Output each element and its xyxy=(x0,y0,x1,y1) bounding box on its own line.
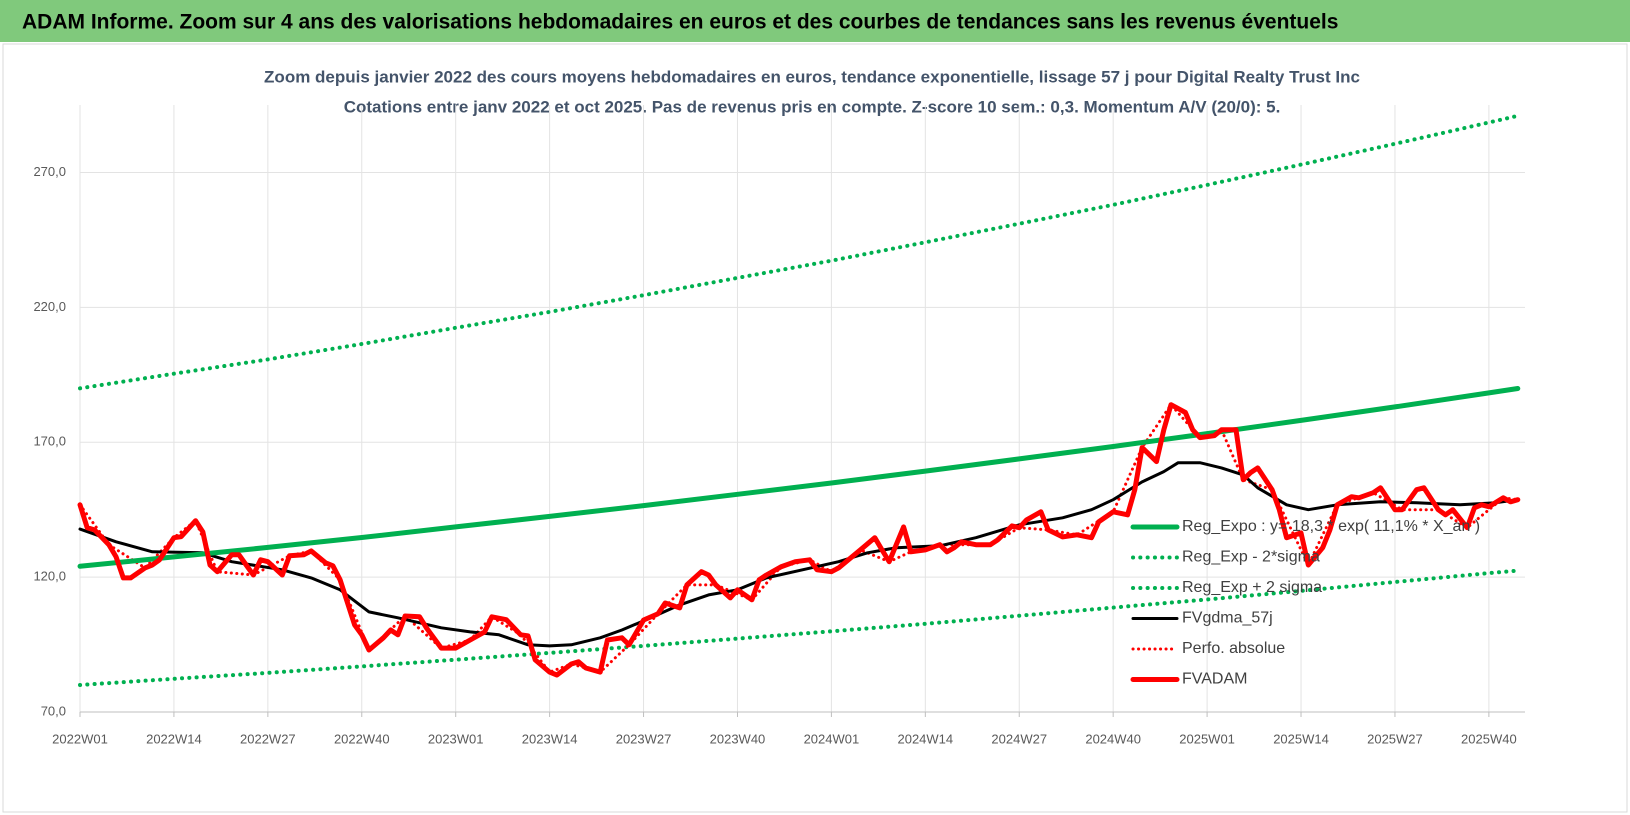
legend-label: FVADAM xyxy=(1182,671,1247,688)
legend-label: Reg_Exp - 2*sigma xyxy=(1182,549,1320,566)
y-tick-label: 220,0 xyxy=(33,299,66,314)
x-tick-label: 2023W27 xyxy=(616,731,672,746)
y-tick-label: 70,0 xyxy=(41,703,66,718)
x-tick-label: 2025W01 xyxy=(1179,731,1235,746)
chart-title: Zoom depuis janvier 2022 des cours moyen… xyxy=(264,67,1360,86)
series-line xyxy=(78,113,1520,391)
x-tick-label: 2023W14 xyxy=(522,731,578,746)
x-tick-label: 2022W01 xyxy=(52,731,108,746)
y-tick-label: 170,0 xyxy=(33,434,66,449)
x-tick-label: 2025W14 xyxy=(1273,731,1329,746)
x-tick-label: 2022W40 xyxy=(334,731,390,746)
x-tick-label: 2025W27 xyxy=(1367,731,1423,746)
legend-label: Perfo. absolue xyxy=(1182,640,1285,657)
x-tick-label: 2024W27 xyxy=(991,731,1047,746)
chart-frame xyxy=(2,43,1628,813)
x-tick-label: 2025W40 xyxy=(1461,731,1517,746)
legend-label: Reg_Exp + 2 sigma xyxy=(1182,579,1322,596)
header-bar xyxy=(0,0,1630,42)
header-title: ADAM Informe. Zoom sur 4 ans des valoris… xyxy=(22,11,1338,34)
x-tick-label: 2023W01 xyxy=(428,731,484,746)
series-line xyxy=(78,568,1520,687)
y-tick-label: 270,0 xyxy=(33,164,66,179)
legend-label: FVgdma_57j xyxy=(1182,610,1273,627)
series-line xyxy=(78,461,1520,648)
chart-subtitle: Cotations entre janv 2022 et oct 2025. P… xyxy=(344,97,1281,116)
series-line xyxy=(77,402,1521,678)
series-line xyxy=(77,386,1521,569)
x-tick-label: 2024W01 xyxy=(804,731,860,746)
x-tick-label: 2024W14 xyxy=(897,731,953,746)
x-tick-label: 2022W27 xyxy=(240,731,296,746)
legend-label: Reg_Expo : y= 18,3 * exp( 11,1% * X_an ) xyxy=(1182,518,1480,535)
y-tick-label: 120,0 xyxy=(33,569,66,584)
x-tick-label: 2023W40 xyxy=(710,731,766,746)
x-tick-label: 2022W14 xyxy=(146,731,202,746)
x-tick-label: 2024W40 xyxy=(1085,731,1141,746)
